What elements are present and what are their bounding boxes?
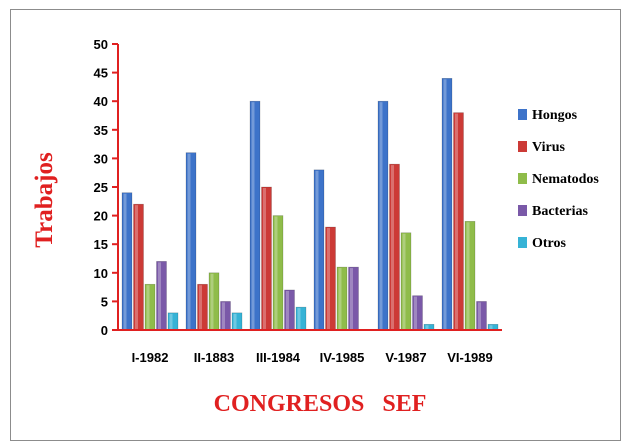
bar-highlight [455,113,458,329]
x-tick-label: IV-1985 [320,350,365,365]
bar-highlight [489,325,493,329]
bar-highlight [402,233,406,329]
x-tick-label: V-1987 [385,350,426,365]
bar-highlight [123,193,127,329]
bar-highlight [478,302,481,329]
bar-highlight [199,285,202,329]
y-tick-label: 25 [94,180,108,195]
bar-highlight [222,302,225,329]
bar-highlight [379,102,383,329]
y-tick-label: 15 [94,237,108,252]
y-tick-label: 10 [94,266,108,281]
plot-area: 0 5 10 15 20 25 30 35 40 45 50 I-1982 II-1883 III-198… [94,37,502,365]
y-tick-label: 50 [94,37,108,52]
bar-highlight [210,273,214,329]
bar-highlight [146,285,150,329]
bar-highlight [158,262,161,329]
y-tick-label: 45 [94,66,108,81]
bar-highlight [466,222,470,329]
y-axis-title: Trabajos [31,152,58,248]
legend-label: Nematodos [532,172,599,187]
legend-label: Virus [532,140,565,155]
x-axis-title: CONGRESOS SEF [214,391,427,417]
x-tick-label: I-1982 [132,350,169,365]
legend-label: Otros [532,236,567,251]
bar-highlight [274,216,278,329]
bar-highlight [315,170,319,329]
x-tick-label: VI-1989 [447,350,493,365]
bar-highlight [443,79,447,329]
legend-swatch [518,205,527,216]
x-tick-label: II-1883 [194,350,234,365]
bar-highlight [233,313,237,329]
legend-label: Bacterias [532,204,589,219]
legend-swatch [518,141,527,152]
bar-highlight [338,268,342,329]
bar-highlight [297,308,301,329]
bar-highlight [414,296,417,329]
bar-highlight [286,290,289,329]
x-tick-label: III-1984 [256,350,301,365]
bar-highlight [251,102,255,329]
bar-highlight [350,268,353,329]
bar-highlight [135,205,138,329]
bar-highlight [187,153,191,329]
legend-swatch [518,173,527,184]
bar-highlight [169,313,173,329]
y-tick-label: 35 [94,123,108,138]
bar-highlight [391,165,394,329]
bar-highlight [425,325,429,329]
legend-label: Hongos [532,108,578,123]
y-tick-label: 5 [101,294,108,309]
legend-swatch [518,237,527,248]
legend: Hongos Virus Nematodos Bacterias Otros [518,108,599,251]
y-tick-label: 20 [94,209,108,224]
legend-swatch [518,109,527,120]
y-tick-label: 30 [94,151,108,166]
bar-highlight [327,228,330,329]
y-tick-label: 40 [94,94,108,109]
y-tick-label: 0 [101,323,108,338]
bar-highlight [263,188,266,329]
